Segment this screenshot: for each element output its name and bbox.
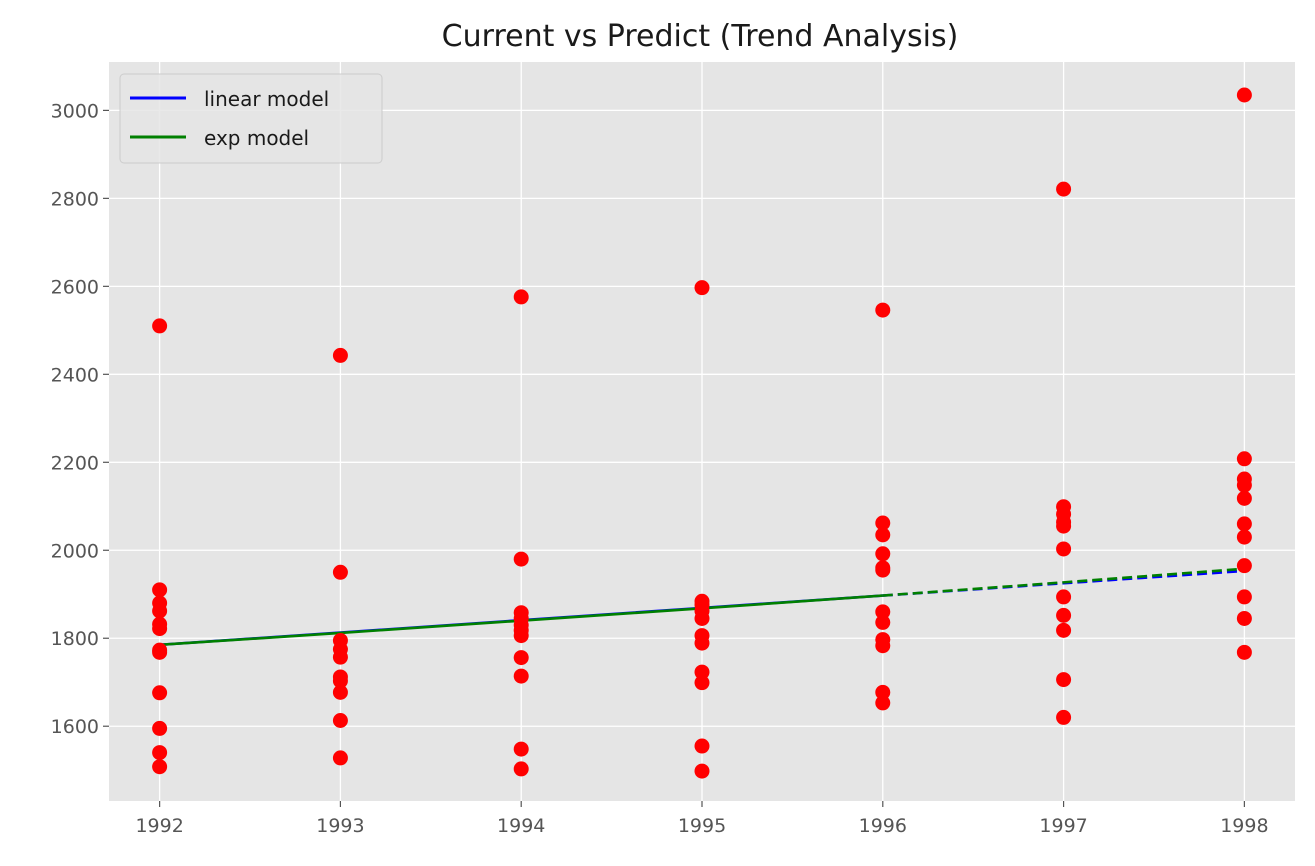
chart-title: Current vs Predict (Trend Analysis) [442, 19, 959, 54]
data-point [152, 644, 168, 660]
y-tick-label: 1600 [51, 716, 99, 738]
legend: linear model exp model [119, 73, 383, 164]
data-point [875, 695, 891, 711]
data-point [152, 582, 168, 598]
data-point [332, 649, 348, 665]
series-exp-model-predict-line [882, 567, 1245, 597]
data-point [1236, 451, 1252, 467]
legend-label-exp-model: exp model [204, 126, 309, 150]
data-point [694, 610, 710, 626]
data-point [513, 668, 529, 684]
x-tick-label: 1995 [678, 815, 726, 837]
y-axis-ticks: 1600 1800 2000 2200 2400 2600 2800 3000 [51, 100, 109, 738]
data-point [1236, 477, 1252, 493]
data-point [875, 604, 891, 620]
data-point [875, 527, 891, 543]
data-point [875, 302, 891, 318]
x-tick-label: 1998 [1220, 815, 1268, 837]
data-point [1056, 672, 1072, 688]
x-tick-label: 1994 [497, 815, 545, 837]
data-point [152, 685, 168, 701]
data-point [1056, 541, 1072, 557]
data-point [513, 628, 529, 644]
y-tick-label: 2000 [51, 540, 99, 562]
data-point [332, 750, 348, 766]
data-point [694, 763, 710, 779]
data-point [694, 738, 710, 754]
data-point [875, 515, 891, 531]
data-point [1236, 490, 1252, 506]
data-point [332, 673, 348, 689]
data-point [1056, 709, 1072, 725]
data-point [332, 713, 348, 729]
data-point [152, 603, 168, 619]
data-point [1236, 644, 1252, 660]
data-point [513, 741, 529, 757]
data-point [1236, 516, 1252, 532]
data-point [1236, 529, 1252, 545]
data-point [513, 761, 529, 777]
x-tick-label: 1997 [1039, 815, 1087, 837]
x-tick-label: 1996 [859, 815, 907, 837]
x-axis-ticks: 1992 1993 1994 1995 1996 1997 1998 [135, 801, 1269, 837]
data-point [513, 289, 529, 305]
data-point [1056, 181, 1072, 197]
y-tick-label: 2400 [51, 364, 99, 386]
data-point [152, 759, 168, 775]
y-tick-label: 1800 [51, 628, 99, 650]
data-point [1236, 558, 1252, 574]
legend-label-linear-model: linear model [204, 87, 329, 111]
data-point [513, 650, 529, 666]
data-point [1236, 87, 1252, 103]
y-tick-label: 3000 [51, 100, 99, 122]
data-point [1056, 622, 1072, 638]
data-point [332, 684, 348, 700]
data-point [152, 621, 168, 637]
data-point [1236, 589, 1252, 605]
y-tick-label: 2800 [51, 188, 99, 210]
grid [109, 62, 1295, 801]
data-point [875, 684, 891, 700]
data-point [694, 675, 710, 691]
data-point [694, 635, 710, 651]
data-point [1236, 610, 1252, 626]
data-point [152, 720, 168, 736]
data-point [332, 564, 348, 580]
data-point [694, 664, 710, 680]
data-point [875, 546, 891, 562]
data-point [1056, 607, 1072, 623]
data-point [694, 280, 710, 296]
data-point [875, 614, 891, 630]
data-point [1056, 518, 1072, 534]
data-point [152, 318, 168, 334]
data-point [332, 347, 348, 363]
data-point [1056, 589, 1072, 605]
data-point [513, 551, 529, 567]
y-tick-label: 2200 [51, 452, 99, 474]
x-tick-label: 1993 [316, 815, 364, 837]
legend-box [119, 73, 383, 164]
y-tick-label: 2600 [51, 276, 99, 298]
x-tick-label: 1992 [135, 815, 183, 837]
data-point [152, 745, 168, 761]
data-point [875, 562, 891, 578]
scatter-points [152, 87, 1252, 779]
data-point [875, 638, 891, 654]
